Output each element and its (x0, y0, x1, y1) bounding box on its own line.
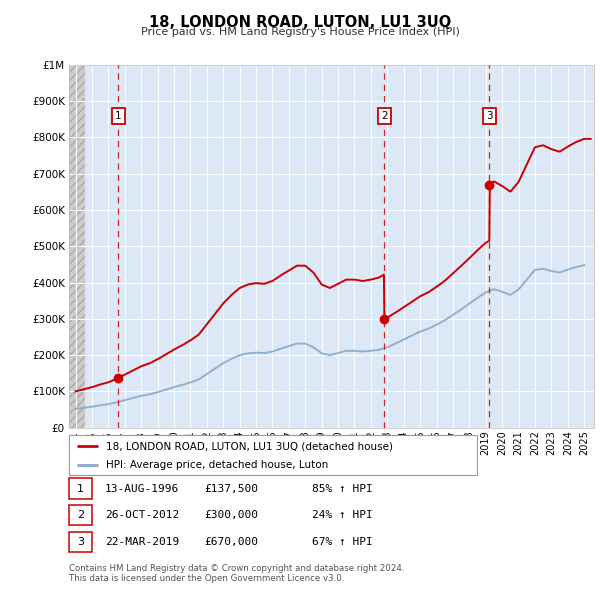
Text: 3: 3 (486, 111, 493, 121)
Text: 85% ↑ HPI: 85% ↑ HPI (312, 484, 373, 493)
Text: 2: 2 (381, 111, 388, 121)
Text: Price paid vs. HM Land Registry's House Price Index (HPI): Price paid vs. HM Land Registry's House … (140, 27, 460, 37)
Text: 1: 1 (77, 484, 84, 493)
Text: £300,000: £300,000 (204, 510, 258, 520)
Text: 1: 1 (115, 111, 122, 121)
Text: 22-MAR-2019: 22-MAR-2019 (105, 537, 179, 546)
Text: HPI: Average price, detached house, Luton: HPI: Average price, detached house, Luto… (106, 460, 328, 470)
Text: 13-AUG-1996: 13-AUG-1996 (105, 484, 179, 493)
Text: 24% ↑ HPI: 24% ↑ HPI (312, 510, 373, 520)
Text: £670,000: £670,000 (204, 537, 258, 546)
Text: 3: 3 (77, 537, 84, 546)
Text: 26-OCT-2012: 26-OCT-2012 (105, 510, 179, 520)
Text: 18, LONDON ROAD, LUTON, LU1 3UQ (detached house): 18, LONDON ROAD, LUTON, LU1 3UQ (detache… (106, 441, 393, 451)
Text: £137,500: £137,500 (204, 484, 258, 493)
Text: 2: 2 (77, 510, 84, 520)
Text: 67% ↑ HPI: 67% ↑ HPI (312, 537, 373, 546)
Text: Contains HM Land Registry data © Crown copyright and database right 2024.
This d: Contains HM Land Registry data © Crown c… (69, 563, 404, 583)
Text: 18, LONDON ROAD, LUTON, LU1 3UQ: 18, LONDON ROAD, LUTON, LU1 3UQ (149, 15, 451, 30)
Bar (69, 65, 85, 428)
